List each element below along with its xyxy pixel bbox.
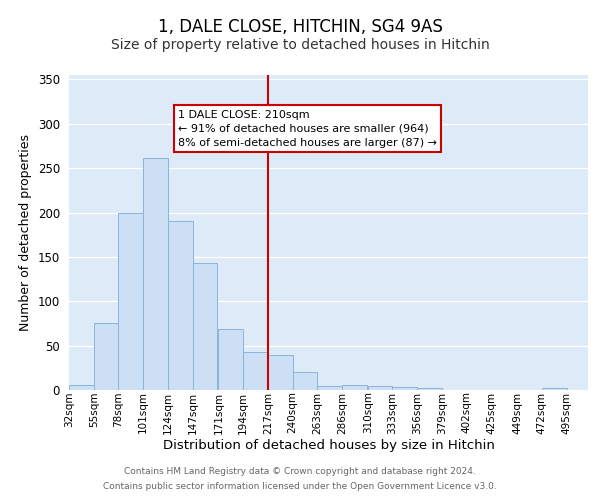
Bar — [218, 329, 243, 390]
Text: 1 DALE CLOSE: 210sqm
← 91% of detached houses are smaller (964)
8% of semi-detac: 1 DALE CLOSE: 210sqm ← 91% of detached h… — [178, 110, 437, 148]
Text: Contains HM Land Registry data © Crown copyright and database right 2024.: Contains HM Land Registry data © Crown c… — [124, 467, 476, 476]
Bar — [143, 158, 168, 390]
Bar — [69, 384, 94, 390]
Bar — [193, 263, 217, 390]
X-axis label: Distribution of detached houses by size in Hitchin: Distribution of detached houses by size … — [163, 439, 494, 452]
Bar — [542, 388, 566, 390]
Bar — [118, 212, 143, 390]
Y-axis label: Number of detached properties: Number of detached properties — [19, 134, 32, 331]
Bar — [417, 388, 442, 390]
Bar — [94, 324, 118, 390]
Text: 1, DALE CLOSE, HITCHIN, SG4 9AS: 1, DALE CLOSE, HITCHIN, SG4 9AS — [158, 18, 442, 36]
Bar — [342, 384, 367, 390]
Bar — [168, 220, 193, 390]
Bar — [268, 354, 293, 390]
Bar — [368, 386, 392, 390]
Text: Size of property relative to detached houses in Hitchin: Size of property relative to detached ho… — [110, 38, 490, 52]
Bar — [317, 386, 342, 390]
Text: Contains public sector information licensed under the Open Government Licence v3: Contains public sector information licen… — [103, 482, 497, 491]
Bar — [392, 388, 417, 390]
Bar — [243, 352, 268, 390]
Bar — [293, 372, 317, 390]
